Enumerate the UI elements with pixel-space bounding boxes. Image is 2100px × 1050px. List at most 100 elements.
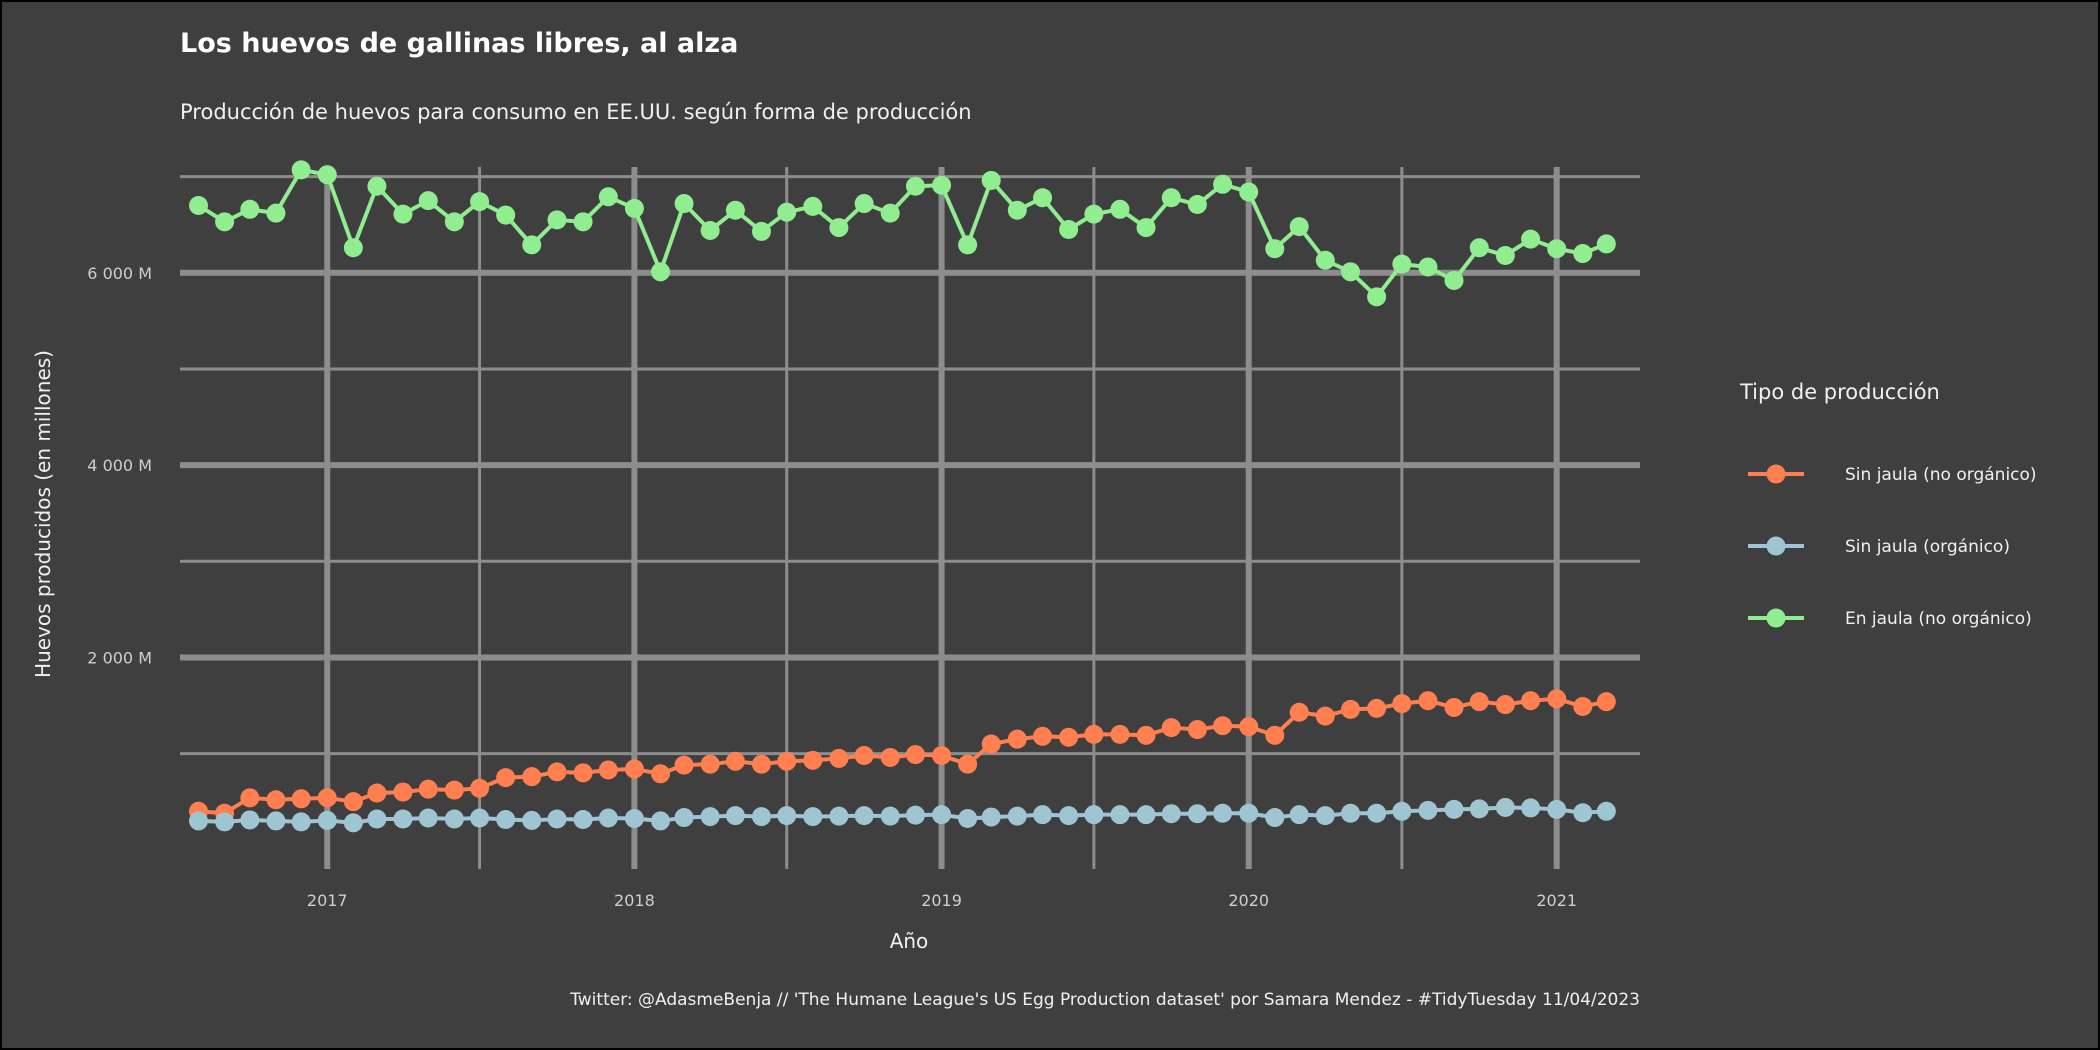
data-point [522, 810, 542, 830]
data-point [1059, 220, 1079, 240]
data-point [547, 762, 567, 782]
data-point [343, 792, 363, 812]
x-axis-ticks: 2017 2018 2019 2020 2021 [307, 891, 1577, 910]
data-point [393, 204, 413, 224]
data-point [240, 788, 260, 808]
data-point [1136, 725, 1156, 745]
data-point [317, 788, 337, 808]
data-point [880, 203, 900, 223]
data-point [1573, 803, 1593, 823]
data-point [418, 808, 438, 828]
data-point [1495, 797, 1515, 817]
data-point [1521, 798, 1541, 818]
data-point [803, 196, 823, 216]
legend-item: En jaula (no orgánico) [1748, 608, 2032, 629]
legend-title: Tipo de producción [1740, 380, 1940, 404]
series-1 [189, 689, 1616, 823]
data-point [751, 754, 771, 774]
y-tick-label: 4 000 M [87, 456, 152, 475]
data-point [880, 806, 900, 826]
data-point [803, 807, 823, 827]
data-point [777, 806, 797, 826]
data-point [1315, 806, 1335, 826]
data-point [1110, 805, 1130, 825]
data-point [958, 235, 978, 255]
data-point [1444, 799, 1464, 819]
data-point [1315, 706, 1335, 726]
legend: Sin jaula (no orgánico) Sin jaula (orgáni… [1748, 464, 2037, 629]
data-point [496, 205, 516, 225]
data-point [1161, 188, 1181, 208]
data-point [444, 212, 464, 232]
data-point [1367, 287, 1387, 307]
data-point [573, 212, 593, 232]
data-point [700, 220, 720, 240]
data-point [470, 808, 490, 828]
data-point [905, 745, 925, 765]
data-point [1315, 250, 1335, 270]
data-point [1239, 803, 1259, 823]
data-point [1495, 695, 1515, 715]
data-point [367, 783, 387, 803]
legend-label: Sin jaula (orgánico) [1845, 537, 2010, 557]
data-point [674, 755, 694, 775]
data-point [367, 176, 387, 196]
data-point [725, 751, 745, 771]
data-point [317, 810, 337, 830]
chart-title: Los huevos de gallinas libres, al alza [180, 28, 739, 59]
data-point [1136, 805, 1156, 825]
data-point [240, 199, 260, 219]
data-point [1084, 204, 1104, 224]
x-tick-label: 2020 [1228, 891, 1269, 910]
data-point [1341, 699, 1361, 719]
data-point [624, 759, 644, 779]
data-point [650, 764, 670, 784]
data-point [905, 176, 925, 196]
data-point [573, 763, 593, 783]
data-point [1418, 800, 1438, 820]
data-point [1392, 254, 1412, 274]
data-point [1341, 262, 1361, 282]
legend-item: Sin jaula (no orgánico) [1748, 464, 2037, 485]
data-point [981, 807, 1001, 827]
data-point [1110, 199, 1130, 219]
data-point [291, 812, 311, 832]
data-point [1444, 270, 1464, 290]
data-point [777, 202, 797, 222]
data-point [1289, 805, 1309, 825]
data-point [777, 751, 797, 771]
data-point [1547, 689, 1567, 709]
data-point [1213, 803, 1233, 823]
legend-key-point [1766, 536, 1786, 556]
data-point [1007, 729, 1027, 749]
data-point [650, 262, 670, 282]
data-point [1033, 188, 1053, 208]
data-point [932, 175, 952, 195]
data-point [1187, 804, 1207, 824]
data-point [1521, 691, 1541, 711]
data-point [1341, 803, 1361, 823]
data-point [1521, 229, 1541, 249]
data-point [189, 811, 209, 831]
data-point [700, 754, 720, 774]
data-point [1239, 182, 1259, 202]
data-point [189, 195, 209, 215]
x-tick-label: 2019 [921, 891, 962, 910]
data-point [1007, 200, 1027, 220]
data-point [1110, 724, 1130, 744]
data-point [958, 809, 978, 829]
data-point [1213, 716, 1233, 736]
data-point [343, 238, 363, 258]
data-point [1418, 257, 1438, 277]
data-point [266, 203, 286, 223]
data-point [624, 198, 644, 218]
data-point [393, 782, 413, 802]
data-point [470, 778, 490, 798]
series-line [197, 167, 1608, 299]
data-point [1033, 726, 1053, 746]
data-point [1596, 234, 1616, 254]
data-point [317, 165, 337, 185]
data-point [1469, 692, 1489, 712]
